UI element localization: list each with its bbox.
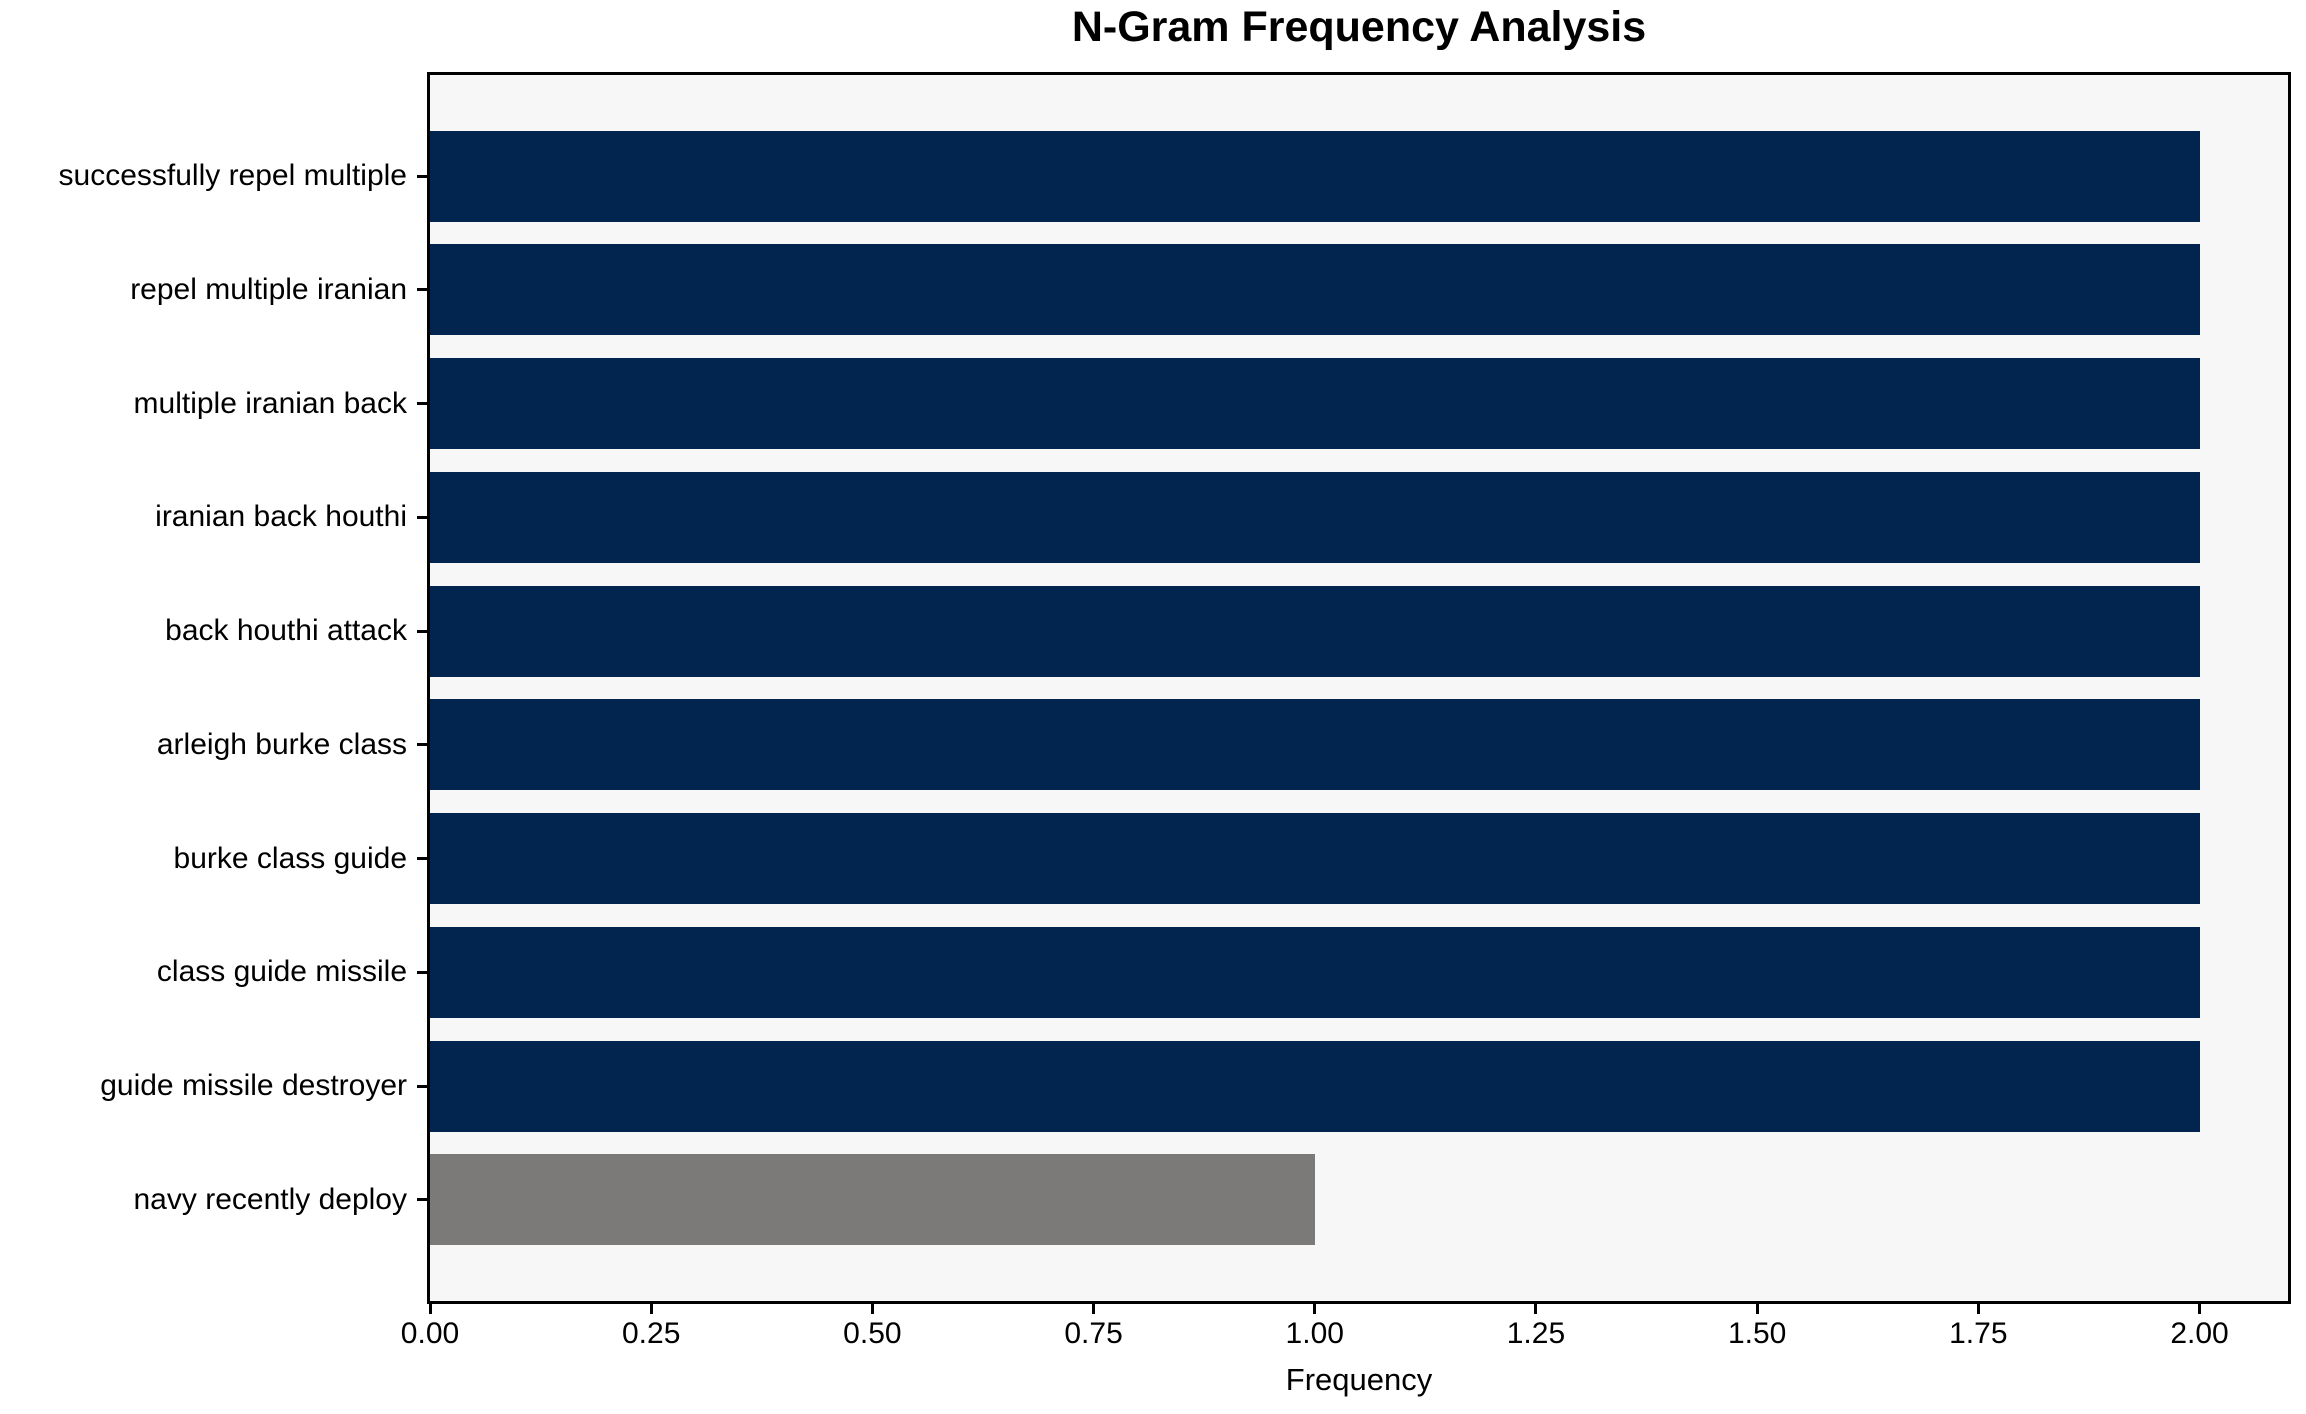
x-tick-label: 1.00 — [1285, 1317, 1344, 1350]
frequency-bar — [430, 244, 2200, 335]
x-tick-mark — [1976, 1304, 1980, 1314]
x-tick-mark — [1755, 1304, 1759, 1314]
frequency-bar — [430, 131, 2200, 222]
x-tick-label: 2.00 — [2170, 1317, 2229, 1350]
frequency-bar — [430, 1041, 2200, 1132]
x-tick-mark — [1534, 1304, 1538, 1314]
y-category-label: multiple iranian back — [133, 386, 407, 420]
frequency-bar — [430, 358, 2200, 449]
y-category-label: iranian back houthi — [155, 500, 407, 534]
y-category-label: successfully repel multiple — [58, 159, 407, 193]
frequency-bar — [430, 472, 2200, 563]
y-tick-mark — [417, 515, 427, 519]
y-tick-mark — [417, 743, 427, 747]
x-tick-mark — [1092, 1304, 1096, 1314]
y-category-label: class guide missile — [156, 955, 407, 989]
y-category-label: navy recently deploy — [133, 1182, 408, 1216]
frequency-bar — [430, 1154, 1315, 1245]
x-tick-mark — [649, 1304, 653, 1314]
y-tick-mark — [417, 288, 427, 292]
y-category-label: guide missile destroyer — [100, 1069, 407, 1103]
x-tick-mark — [1313, 1304, 1317, 1314]
y-tick-mark — [417, 629, 427, 633]
x-tick-label: 1.25 — [1506, 1317, 1566, 1350]
x-tick-label: 0.00 — [400, 1317, 460, 1350]
frequency-bar — [430, 586, 2200, 677]
x-tick-label: 0.50 — [843, 1317, 902, 1350]
y-category-label: repel multiple iranian — [130, 272, 407, 306]
x-tick-mark — [428, 1304, 432, 1314]
y-tick-mark — [417, 970, 427, 974]
frequency-bar — [430, 927, 2200, 1018]
y-category-label: back houthi attack — [165, 614, 407, 648]
y-tick-mark — [417, 1084, 427, 1088]
x-tick-mark — [870, 1304, 874, 1314]
x-tick-label: 0.25 — [621, 1317, 681, 1350]
frequency-bar — [430, 813, 2200, 904]
y-category-label: arleigh burke class — [156, 727, 407, 761]
x-tick-label: 1.75 — [1949, 1317, 2008, 1350]
frequency-bar — [430, 699, 2200, 790]
y-tick-mark — [417, 174, 427, 178]
x-tick-label: 1.50 — [1727, 1317, 1787, 1350]
y-tick-mark — [417, 402, 427, 406]
y-tick-mark — [417, 857, 427, 861]
chart-title: N-Gram Frequency Analysis — [1071, 3, 1647, 51]
x-tick-mark — [2198, 1304, 2202, 1314]
y-tick-mark — [417, 1198, 427, 1202]
x-axis-label: Frequency — [1285, 1362, 1433, 1397]
x-tick-label: 0.75 — [1064, 1317, 1123, 1350]
y-category-label: burke class guide — [173, 841, 407, 875]
